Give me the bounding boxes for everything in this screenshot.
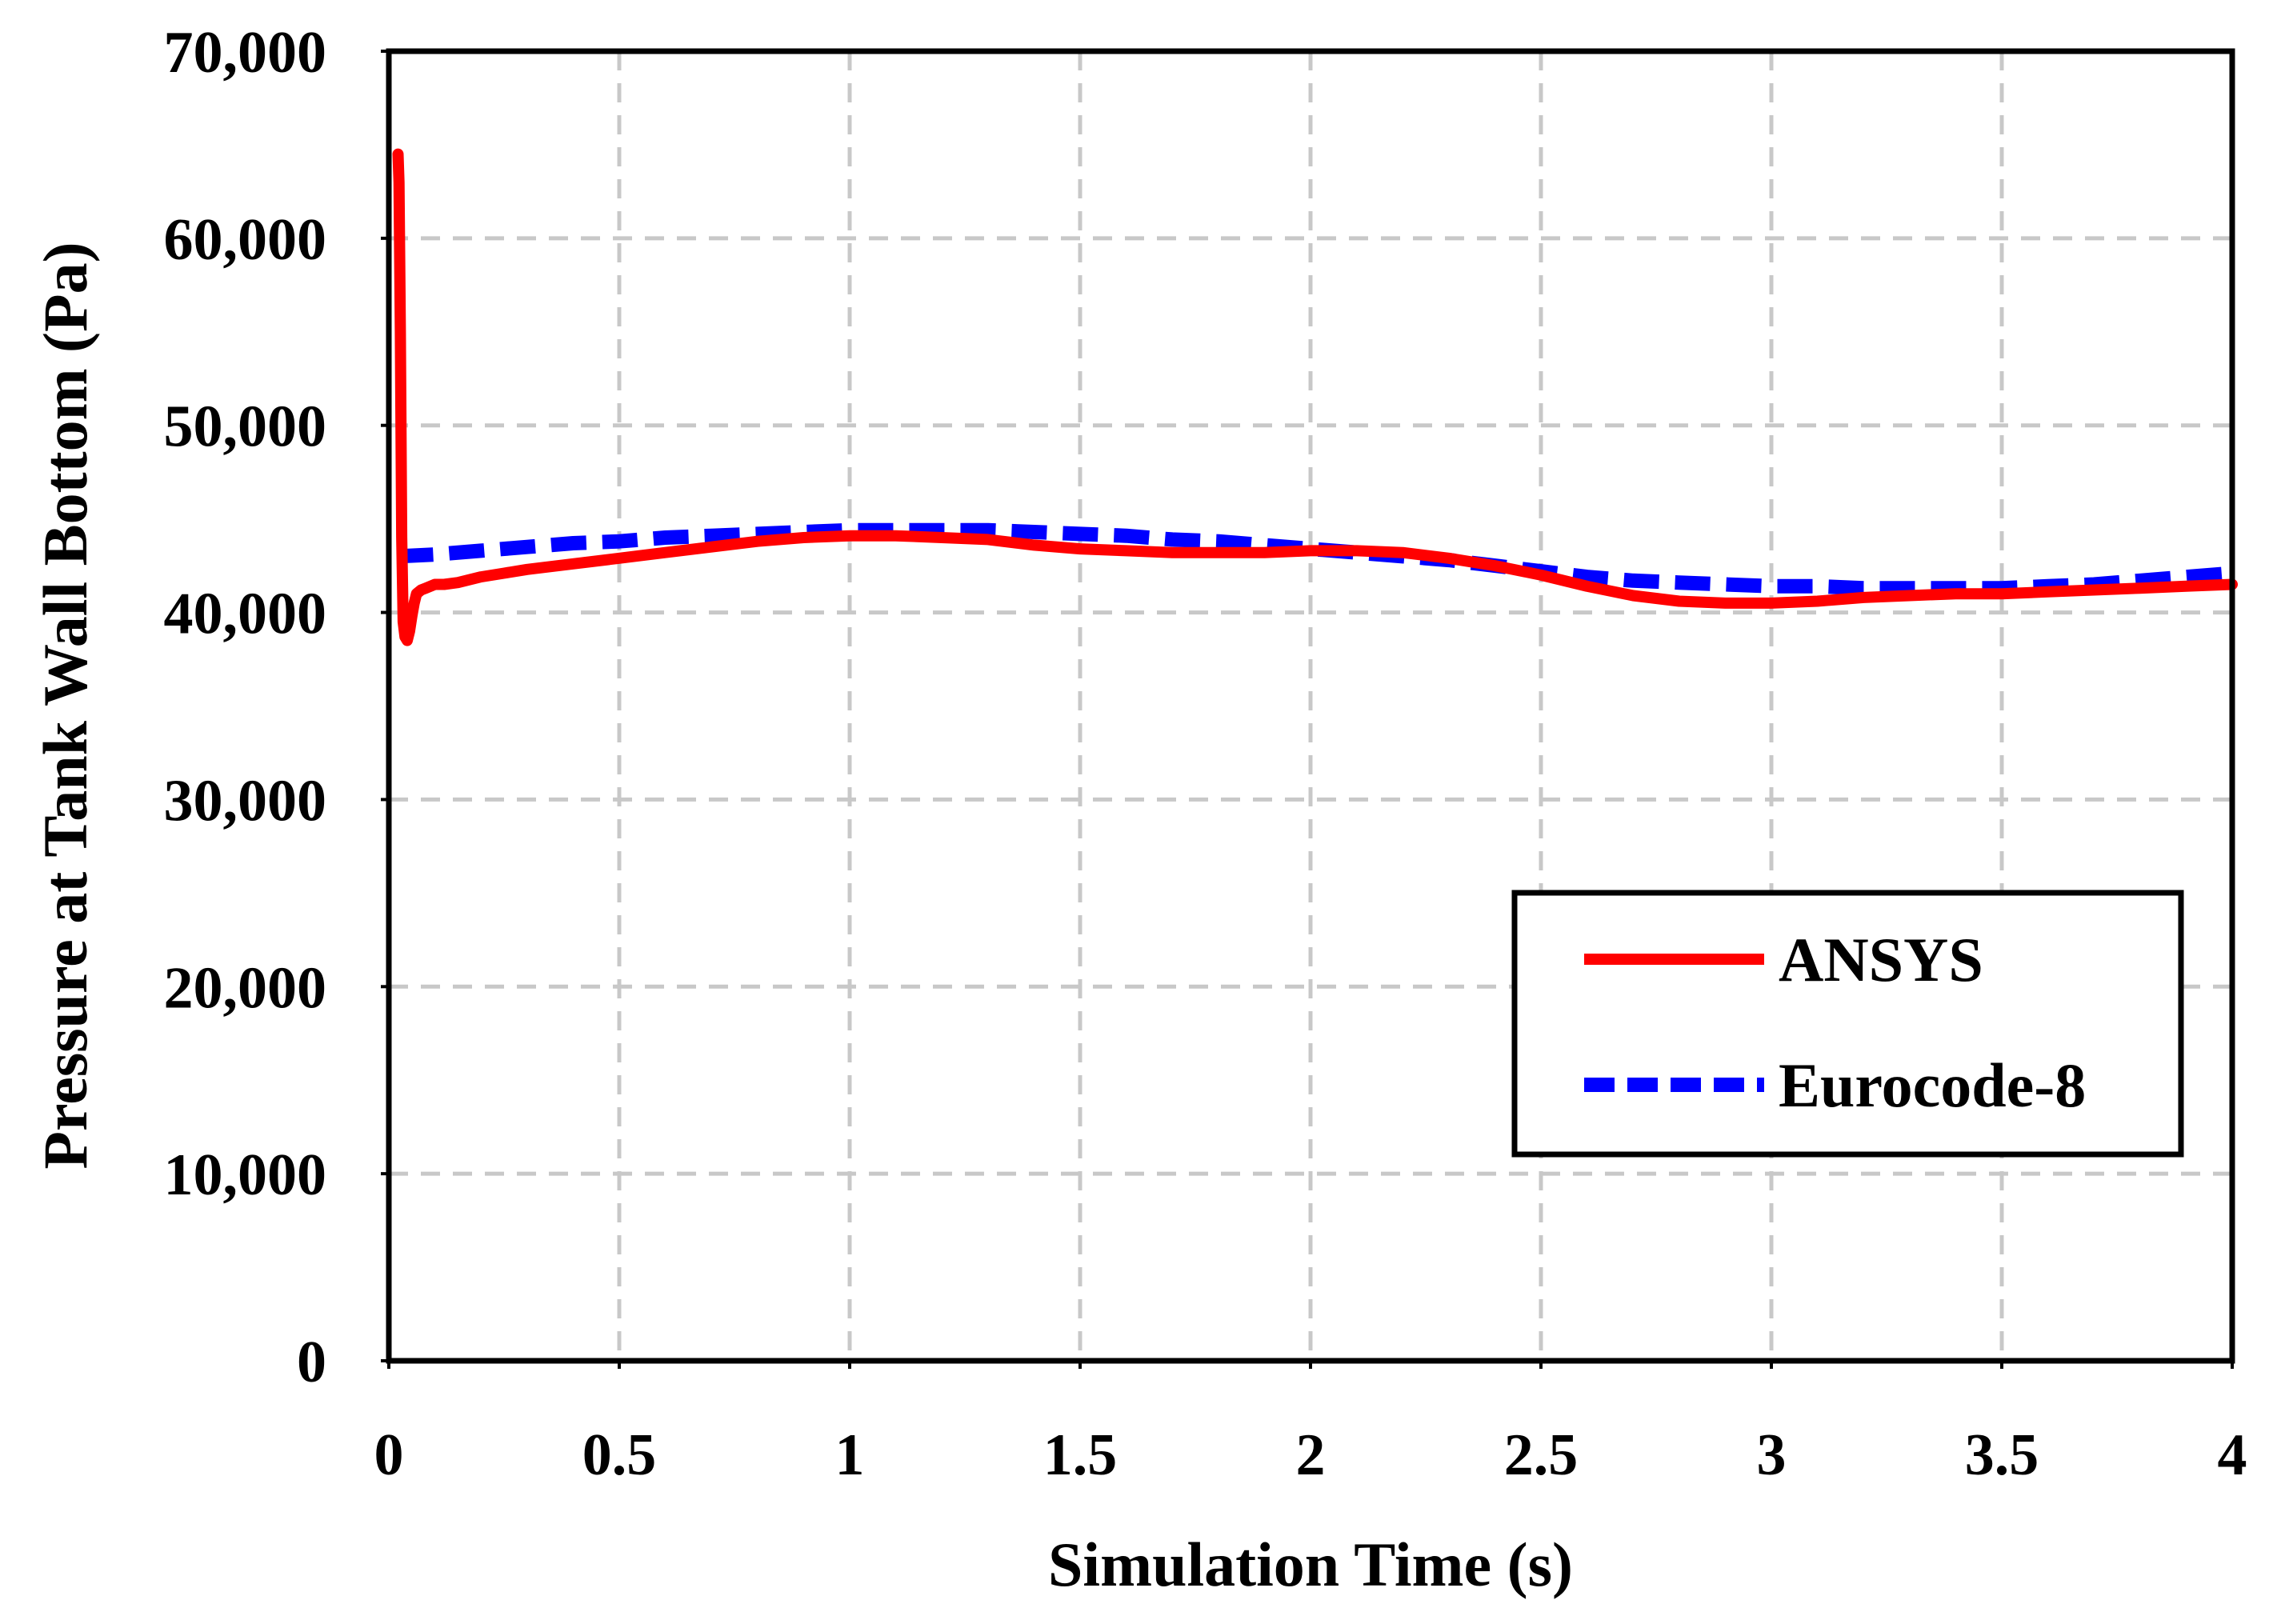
- x-tick-label-2: 2: [1296, 1422, 1326, 1488]
- x-tick-label-3: 3: [1757, 1422, 1787, 1488]
- y-tick-label-30-000: 30,000: [164, 768, 327, 834]
- y-axis-ticks: 0 10,000 20,000 30,000 40,000 50,000 60,000 70,…: [164, 20, 389, 1395]
- legend: ANSYS Eurocode-8: [1511, 890, 2184, 1158]
- x-axis-ticks: 0 0.5 1 1.5 2 2.5 3 3.5 4: [374, 1361, 2247, 1488]
- series-layer: [392, 148, 2238, 646]
- y-tick-label-10-000: 10,000: [164, 1142, 327, 1208]
- y-tick-label-20-000: 20,000: [164, 955, 327, 1021]
- y-tick-label-60-000: 60,000: [164, 207, 327, 273]
- legend-label-eurocode-8: Eurocode-8: [1779, 1050, 2086, 1120]
- x-tick-label-0: 0: [374, 1422, 404, 1488]
- y-axis-title: Pressure at Tank Wall Bottom (Pa): [30, 242, 100, 1169]
- x-tick-label-0-5: 0.5: [582, 1422, 657, 1488]
- y-tick-label-0: 0: [297, 1330, 326, 1395]
- series-line-eurocode-8: [398, 522, 2233, 596]
- series-line-ansys: [392, 148, 2238, 646]
- y-tick-label-40-000: 40,000: [164, 582, 327, 647]
- legend-box: [1511, 890, 2184, 1158]
- x-axis-title: Simulation Time (s): [1048, 1530, 1573, 1599]
- gridlines: [389, 51, 2232, 1361]
- x-tick-label-4: 4: [2218, 1422, 2247, 1488]
- y-tick-label-70-000: 70,000: [164, 20, 327, 86]
- y-tick-label-50-000: 50,000: [164, 394, 327, 460]
- legend-label-ansys: ANSYS: [1779, 925, 1983, 994]
- x-tick-label-1-5: 1.5: [1043, 1422, 1118, 1488]
- x-tick-label-3-5: 3.5: [1965, 1422, 2039, 1488]
- x-tick-label-1: 1: [835, 1422, 865, 1488]
- x-tick-label-2-5: 2.5: [1504, 1422, 1579, 1488]
